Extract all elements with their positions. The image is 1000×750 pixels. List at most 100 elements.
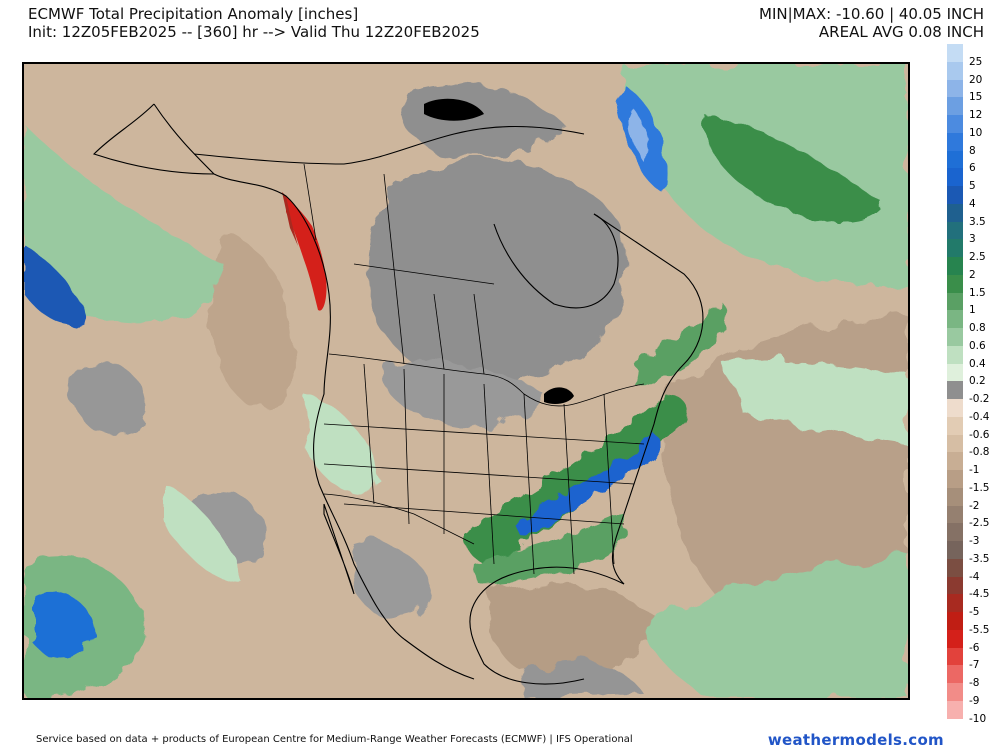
legend-swatch (947, 132, 963, 151)
legend-swatch (947, 221, 963, 240)
map-subtitle: Init: 12Z05FEB2025 -- [360] hr --> Valid… (28, 23, 480, 41)
state-line-2 (403, 368, 410, 525)
arctic-islands (424, 98, 484, 121)
mexico-pacific-coastline (403, 638, 475, 680)
legend-label: 25 (969, 55, 983, 68)
pacific-coastline (153, 103, 405, 640)
state-line-6 (563, 403, 575, 575)
areal-average-readout: AREAL AVG 0.08 INCH (818, 23, 984, 41)
legend-swatch (947, 558, 963, 577)
map-title: ECMWF Total Precipitation Anomaly [inche… (28, 5, 359, 23)
legend-swatch (947, 470, 963, 488)
legend-label: -3 (969, 535, 980, 547)
legend-label: -5.5 (969, 623, 990, 636)
legend-swatch (947, 647, 963, 666)
legend-label: -7 (969, 659, 980, 672)
legend-label: 0.6 (969, 339, 986, 352)
legend-label: -0.8 (969, 446, 990, 459)
legend-label: 0.2 (969, 375, 986, 388)
province-line-3 (473, 293, 485, 375)
caribbean-wet (644, 554, 908, 698)
legend-label: 12 (969, 109, 983, 121)
legend-swatch (947, 203, 963, 222)
legend-label: 8 (969, 144, 976, 157)
legend-swatch (947, 61, 963, 80)
legend-swatch (947, 310, 963, 328)
legend-label: -1.5 (969, 481, 990, 494)
great-lakes (544, 387, 574, 404)
us-canada-border (328, 353, 645, 407)
legend-swatch (947, 239, 963, 257)
legend-swatch (947, 505, 963, 524)
precipitation-anomaly-map (22, 62, 910, 700)
legend-swatch (947, 44, 963, 62)
legend-label: 5 (969, 180, 976, 192)
legend-swatch (947, 523, 963, 541)
legend-label: -2 (969, 499, 980, 512)
westpac-grey-area (71, 362, 146, 435)
greenland-lighter-core (629, 109, 649, 164)
legend-label: 2 (969, 268, 976, 281)
legend-swatch (947, 328, 963, 346)
boundaries (303, 163, 645, 575)
legend-swatch (947, 629, 963, 648)
legend-label: 2.5 (969, 251, 986, 263)
legend-swatch (947, 274, 963, 293)
aleutian-core (24, 244, 84, 327)
legend-label: 10 (969, 126, 983, 139)
hudson-bay-coastline (493, 213, 619, 309)
legend-swatch (947, 683, 963, 701)
legend-label: 1.5 (969, 286, 986, 299)
legend-swatch (947, 487, 963, 506)
legend-swatch (947, 665, 963, 683)
baja-wet (164, 484, 244, 584)
baja-outline (323, 503, 355, 595)
legend-label: -10 (969, 712, 987, 725)
legend-swatch (947, 115, 963, 133)
legend-swatch (947, 363, 963, 382)
legend-label: -4 (969, 570, 980, 583)
legend-label: -8 (969, 677, 980, 689)
gulf-dry-anomaly (488, 584, 664, 677)
bc-coast-dry-edge (282, 192, 298, 246)
legend-label: -4.5 (969, 588, 990, 601)
legend-label: -5 (969, 606, 980, 618)
pacific-dry-anomaly (208, 234, 296, 408)
legend-swatch (947, 452, 963, 470)
legend-label: -6 (969, 641, 980, 654)
legend-label: 4 (969, 197, 976, 210)
legend-label: 3 (969, 233, 976, 246)
legend-swatch (947, 700, 963, 719)
legend-swatch (947, 541, 963, 559)
alaska-canada-border (303, 163, 317, 241)
legend-swatch (947, 416, 963, 435)
state-line-4 (483, 383, 495, 565)
legend-swatch (947, 576, 963, 595)
brand-link[interactable]: weathermodels.com (767, 731, 944, 749)
legend-label: 3.5 (969, 215, 986, 228)
legend-label: 15 (969, 91, 983, 104)
legend-swatch (947, 257, 963, 275)
legend-swatch (947, 381, 963, 399)
legend-swatch (947, 292, 963, 311)
province-line-1 (383, 173, 405, 365)
us-mexico-border (323, 493, 475, 545)
arctic-coastline (193, 125, 585, 165)
legend-swatch (947, 168, 963, 186)
state-line-5 (523, 393, 535, 575)
east-atlantic-wet (724, 359, 908, 444)
legend-label: -3.5 (969, 552, 990, 565)
northeast-coast-wet (634, 304, 728, 389)
gulf-coastline (469, 566, 625, 685)
legend-swatch (947, 434, 963, 453)
state-line-9 (323, 463, 635, 485)
legend-swatch (947, 594, 963, 612)
legend-swatch (947, 612, 963, 630)
islands (424, 98, 574, 404)
legend-label: -1 (969, 464, 980, 476)
legend-swatch (947, 345, 963, 364)
legend-swatch (947, 150, 963, 169)
state-line-10 (343, 503, 625, 525)
bc-coast-dry-core (286, 196, 327, 311)
state-line-7 (603, 393, 615, 565)
